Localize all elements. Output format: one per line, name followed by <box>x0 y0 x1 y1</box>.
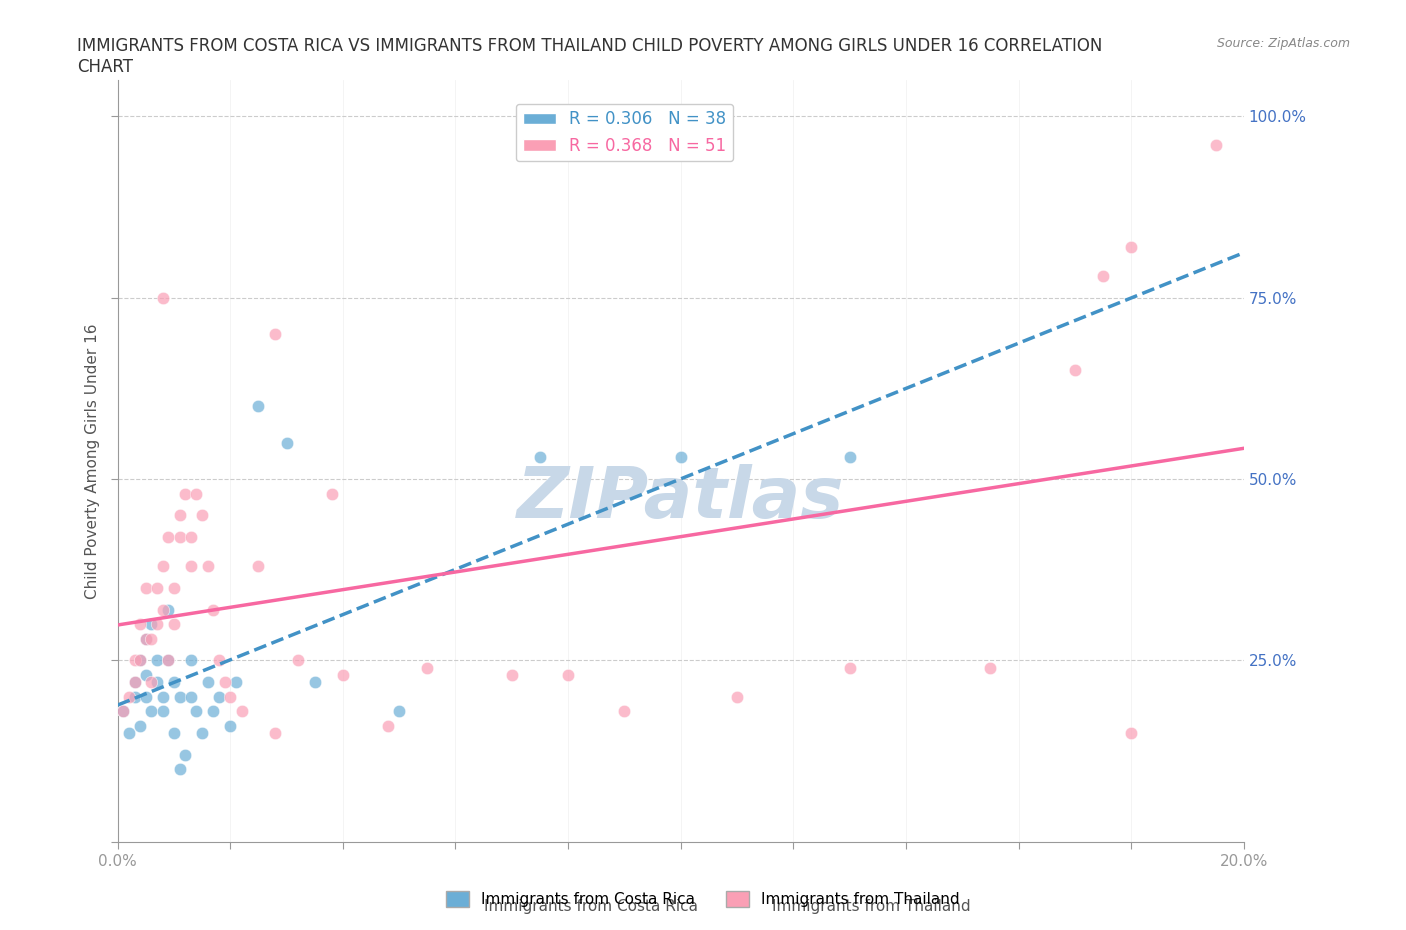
Point <box>141 674 163 689</box>
Point <box>1092 269 1115 284</box>
Point <box>152 689 174 704</box>
Point <box>186 486 208 501</box>
Point <box>186 704 208 719</box>
Point <box>152 559 174 574</box>
Point <box>208 689 231 704</box>
Point <box>1121 240 1143 255</box>
Point <box>163 617 186 631</box>
Point <box>180 529 202 544</box>
Point <box>174 486 197 501</box>
Point <box>141 617 163 631</box>
Point <box>157 653 180 668</box>
Point <box>163 674 186 689</box>
Point <box>214 674 236 689</box>
Legend: R = 0.306   N = 38, R = 0.368   N = 51: R = 0.306 N = 38, R = 0.368 N = 51 <box>516 103 733 161</box>
Point <box>247 399 270 414</box>
Point <box>725 689 748 704</box>
Point <box>129 653 152 668</box>
Point <box>124 653 146 668</box>
Point <box>118 725 141 740</box>
Point <box>112 704 135 719</box>
Point <box>276 435 298 450</box>
Point <box>124 674 146 689</box>
Point <box>157 602 180 617</box>
Point <box>141 631 163 646</box>
Point <box>191 508 214 523</box>
Point <box>146 674 169 689</box>
Point <box>247 559 270 574</box>
Point <box>191 725 214 740</box>
Point <box>219 718 242 733</box>
Point <box>141 704 163 719</box>
Point <box>613 704 636 719</box>
Point <box>112 704 135 719</box>
Point <box>118 689 141 704</box>
Point <box>169 529 191 544</box>
Text: Source: ZipAtlas.com: Source: ZipAtlas.com <box>1216 37 1350 50</box>
Point <box>124 689 146 704</box>
Point <box>163 725 186 740</box>
Point <box>180 559 202 574</box>
Point <box>129 617 152 631</box>
Point <box>169 508 191 523</box>
Point <box>1121 725 1143 740</box>
Point <box>135 631 157 646</box>
Point <box>180 653 202 668</box>
Point <box>152 704 174 719</box>
Text: IMMIGRANTS FROM COSTA RICA VS IMMIGRANTS FROM THAILAND CHILD POVERTY AMONG GIRLS: IMMIGRANTS FROM COSTA RICA VS IMMIGRANTS… <box>77 37 1102 76</box>
Point <box>388 704 411 719</box>
Point <box>180 689 202 704</box>
Point <box>377 718 399 733</box>
Point <box>202 602 225 617</box>
Point <box>979 660 1001 675</box>
Point <box>157 529 180 544</box>
Point <box>529 450 551 465</box>
Point <box>135 580 157 595</box>
Point <box>197 559 219 574</box>
Point <box>197 674 219 689</box>
Point <box>135 689 157 704</box>
Point <box>669 450 692 465</box>
Point <box>146 617 169 631</box>
Point <box>129 718 152 733</box>
Point <box>169 689 191 704</box>
Point <box>208 653 231 668</box>
Text: ZIPatlas: ZIPatlas <box>517 464 845 534</box>
Point <box>1063 363 1085 378</box>
Point <box>416 660 439 675</box>
Point <box>219 689 242 704</box>
Point <box>129 653 152 668</box>
Point <box>501 668 523 683</box>
Point <box>157 653 180 668</box>
Point <box>169 762 191 777</box>
Point <box>287 653 309 668</box>
Point <box>838 450 860 465</box>
Point <box>146 653 169 668</box>
Text: Immigrants from Thailand: Immigrants from Thailand <box>772 899 972 914</box>
Point <box>304 674 326 689</box>
Point <box>264 725 287 740</box>
Legend: Immigrants from Costa Rica, Immigrants from Thailand: Immigrants from Costa Rica, Immigrants f… <box>440 884 966 913</box>
Text: Immigrants from Costa Rica: Immigrants from Costa Rica <box>484 899 697 914</box>
Point <box>1205 138 1227 153</box>
Point <box>174 747 197 762</box>
Point <box>152 602 174 617</box>
Point <box>225 674 247 689</box>
Point <box>146 580 169 595</box>
Point <box>332 668 354 683</box>
Point <box>557 668 579 683</box>
Point <box>202 704 225 719</box>
Point <box>163 580 186 595</box>
Point <box>321 486 343 501</box>
Y-axis label: Child Poverty Among Girls Under 16: Child Poverty Among Girls Under 16 <box>86 323 100 599</box>
Point <box>264 326 287 341</box>
Point <box>135 631 157 646</box>
Point <box>152 290 174 305</box>
Point <box>135 668 157 683</box>
Point <box>838 660 860 675</box>
Point <box>231 704 253 719</box>
Point <box>124 674 146 689</box>
